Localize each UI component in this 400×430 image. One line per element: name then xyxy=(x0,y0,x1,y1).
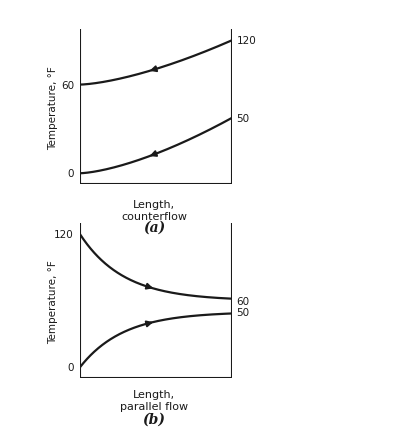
Text: Length,
counterflow: Length, counterflow xyxy=(121,200,187,221)
Text: 0: 0 xyxy=(68,169,74,179)
Text: If this temperature is
kept above 32°F
freezing will not occur.
If kept above a : If this temperature is kept above 32°F f… xyxy=(0,429,1,430)
Text: (a): (a) xyxy=(143,220,165,234)
Text: 0: 0 xyxy=(68,362,74,372)
Text: 60: 60 xyxy=(236,296,250,306)
Text: 120: 120 xyxy=(54,230,74,240)
Text: 120: 120 xyxy=(236,36,256,46)
Text: 50: 50 xyxy=(236,114,250,123)
Text: Temperature, °F: Temperature, °F xyxy=(48,259,58,343)
Text: Length,
parallel flow: Length, parallel flow xyxy=(120,389,188,411)
Text: 60: 60 xyxy=(61,80,74,90)
Text: 50: 50 xyxy=(236,307,250,317)
Text: (b): (b) xyxy=(142,412,166,426)
Text: Temperature, °F: Temperature, °F xyxy=(48,66,58,149)
